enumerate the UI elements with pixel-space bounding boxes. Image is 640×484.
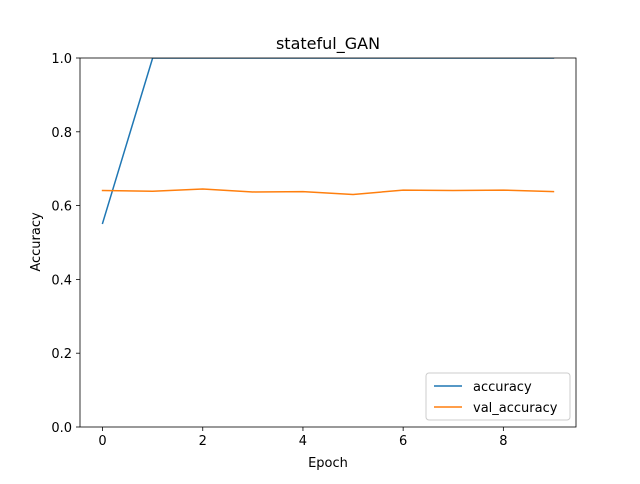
x-axis: 0 2 4 6 8 [98, 427, 507, 449]
legend-label: accuracy [473, 380, 532, 395]
y-tick-label: 1.0 [51, 52, 72, 67]
x-axis-label: Epoch [308, 456, 348, 471]
y-tick-label: 0.0 [51, 421, 72, 436]
y-tick-label: 0.8 [51, 126, 72, 141]
x-tick-label: 6 [399, 434, 407, 449]
x-tick-label: 0 [98, 434, 106, 449]
x-tick-label: 4 [299, 434, 307, 449]
y-tick-label: 0.2 [51, 347, 72, 362]
x-tick-label: 2 [199, 434, 207, 449]
x-tick-label: 8 [499, 434, 507, 449]
legend-label: val_accuracy [473, 401, 558, 416]
legend: accuracy val_accuracy [425, 372, 571, 421]
chart-title: stateful_GAN [276, 34, 380, 54]
y-tick-label: 0.4 [51, 273, 72, 288]
legend-box [425, 372, 571, 421]
plot-area [79, 57, 577, 428]
series-line-val_accuracy [101, 188, 555, 196]
series-line-accuracy [101, 58, 555, 225]
y-tick-label: 0.6 [51, 200, 72, 215]
y-axis: 0.0 0.2 0.4 0.6 0.8 1.0 [51, 52, 80, 436]
plot-frame [79, 57, 577, 428]
y-axis-label: Accuracy [29, 212, 44, 272]
